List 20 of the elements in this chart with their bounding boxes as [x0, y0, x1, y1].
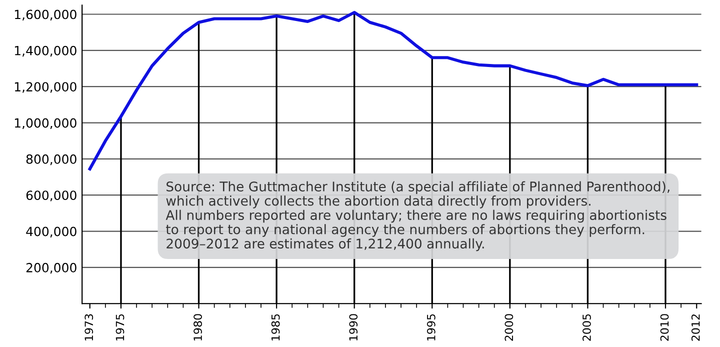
annotation: Source: The Guttmacher Institute (a special affiliate of Planned Parenthood), which actively collects the abortion data directly from providers. All numbers reported are voluntary; there are no laws requiring abortionists to report to any national agency the numbers of abortions they perform. 2009–2012 are estimates of 1,212,400 annually.	[166, 181, 670, 252]
x-tick-label: 1985	[271, 314, 280, 340]
y-tick-label: 1,200,000	[14, 82, 76, 93]
x-tick-label: 2010	[660, 314, 669, 341]
x-tick-label: 1973	[84, 314, 94, 340]
y-tick-label: 1,000,000	[14, 118, 76, 129]
y-tick-label: 800,000	[26, 154, 76, 166]
x-tick-label: 2005	[582, 314, 591, 341]
x-tick-label: 1980	[194, 314, 202, 340]
x-tick-label: 2000	[504, 314, 514, 341]
y-tick-label: 400,000	[26, 226, 76, 238]
x-tick-label: 1990	[349, 314, 358, 340]
line-series	[88, 10, 698, 170]
y-tick-label: 1,600,000	[14, 10, 76, 20]
x-tick-label: 2012	[691, 314, 700, 341]
y-tick-label: 600,000	[26, 190, 76, 202]
y-tick-label: 1,400,000	[14, 46, 76, 57]
x-tick-label: 1995	[426, 314, 436, 340]
y-tick-label: 200,000	[26, 262, 76, 274]
x-tick-label: 1975	[116, 314, 124, 340]
